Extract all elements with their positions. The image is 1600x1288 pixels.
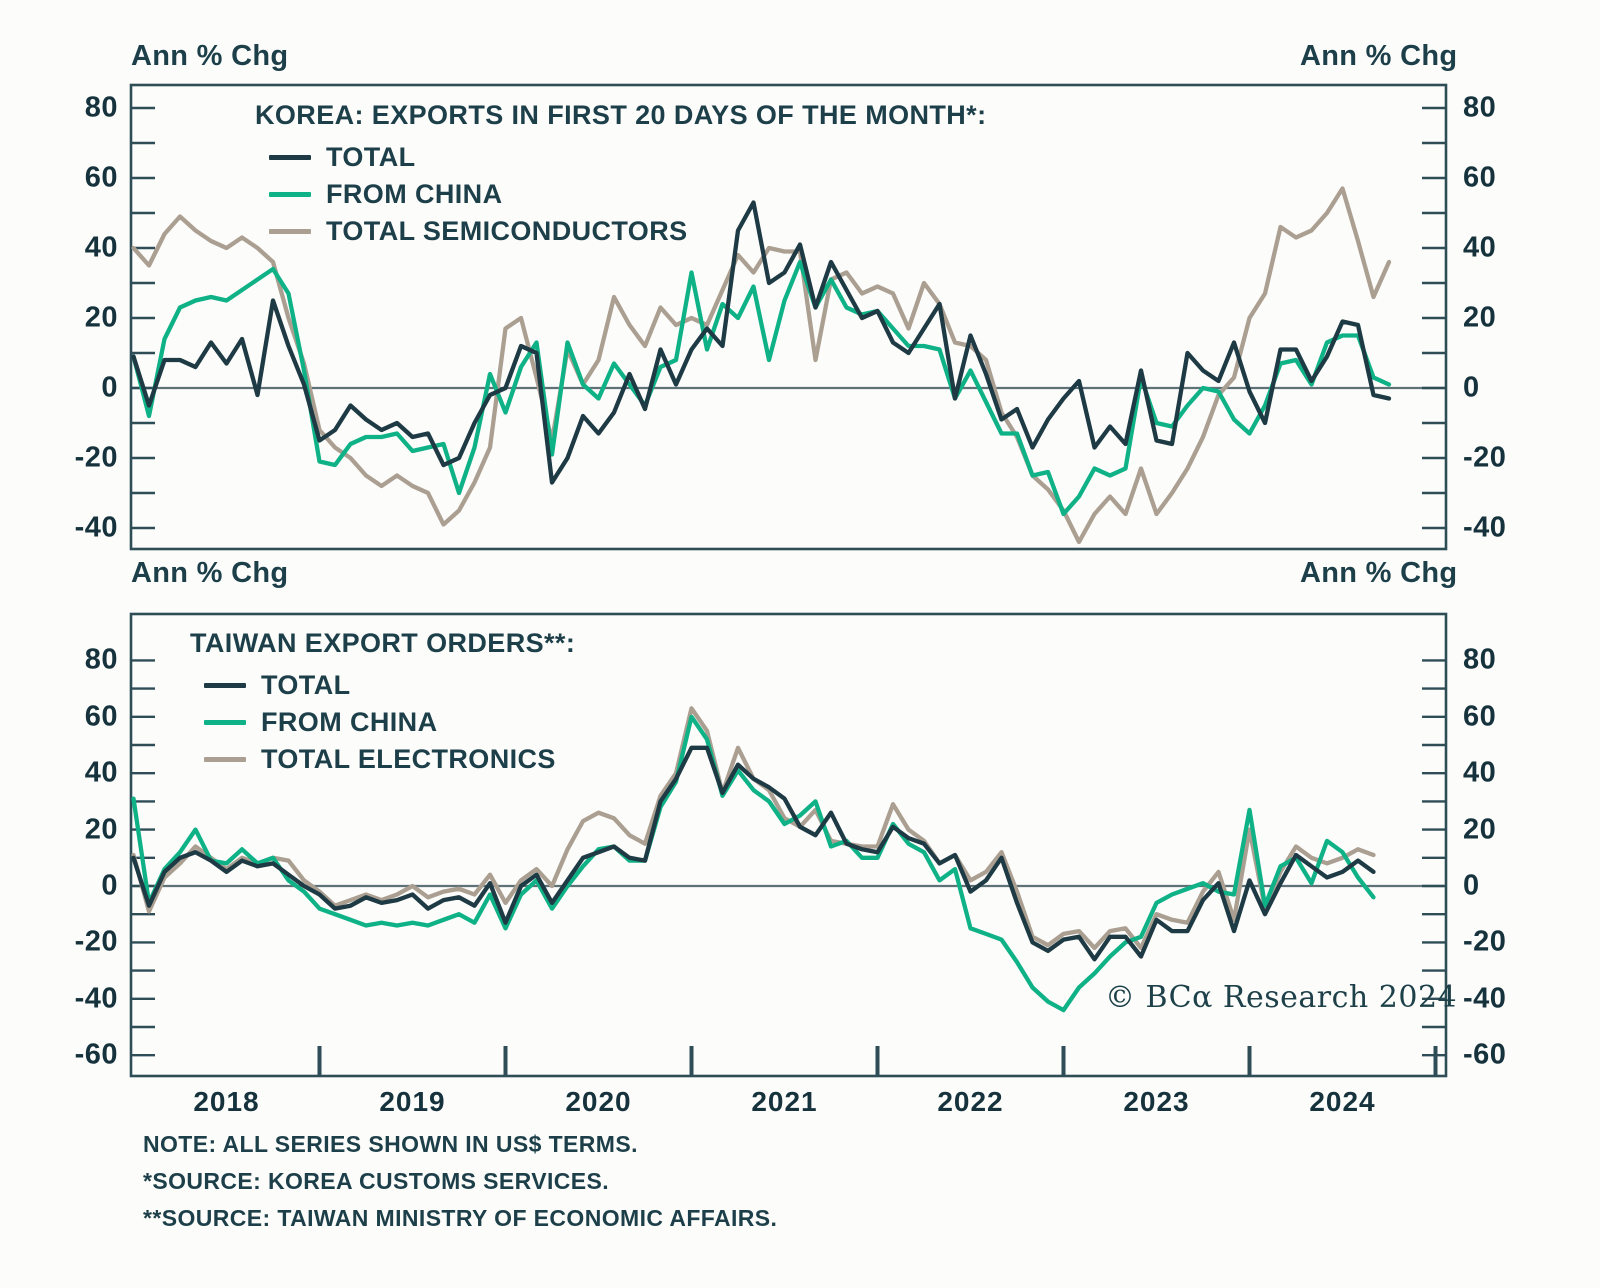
korea-y-label-left: 0 (101, 371, 118, 404)
taiwan-legend-item-from-china: FROM CHINA (190, 704, 575, 741)
korea-legend-item-from-china: FROM CHINA (255, 176, 986, 213)
x-axis-year-label: 2021 (751, 1086, 818, 1117)
korea-legend-item-semiconductors: TOTAL SEMICONDUCTORS (255, 213, 986, 250)
taiwan-legend: TAIWAN EXPORT ORDERS**: TOTAL FROM CHINA… (190, 628, 575, 778)
taiwan-y-label-left: 40 (84, 756, 118, 789)
total-line-swatch (269, 155, 311, 160)
korea-legend-label-total: TOTAL (326, 142, 416, 172)
korea-series-line-from-china (131, 259, 1392, 517)
korea-series-line-total (131, 200, 1392, 485)
taiwan-y-label-left: 0 (101, 869, 118, 902)
korea-y-label-left: 20 (84, 301, 118, 334)
taiwan-legend-label-total: TOTAL (261, 670, 351, 700)
taiwan-axis-unit-left: Ann % Chg (131, 557, 289, 589)
from-china-line-swatch (204, 720, 246, 725)
total-line-swatch (204, 683, 246, 688)
taiwan-plot-frame (129, 612, 1448, 1078)
taiwan-y-label-left: 60 (84, 700, 118, 733)
korea-y-label-right: 80 (1463, 91, 1497, 124)
taiwan-y-label-left: 80 (84, 643, 118, 676)
korea-y-label-right: 60 (1463, 161, 1497, 194)
taiwan-axis-unit-right: Ann % Chg (1300, 557, 1458, 589)
x-axis-year-label: 2020 (565, 1086, 632, 1117)
taiwan-y-label-left: -60 (74, 1038, 118, 1071)
taiwan-chart-title: TAIWAN EXPORT ORDERS**: (190, 628, 576, 658)
taiwan-series-line-from-china (131, 714, 1376, 1013)
taiwan-y-label-right: 60 (1463, 700, 1497, 733)
semiconductors-line-swatch (269, 229, 311, 234)
taiwan-y-label-right: -60 (1463, 1038, 1507, 1071)
korea-y-label-left: 80 (84, 91, 118, 124)
korea-y-label-right: -40 (1463, 511, 1507, 544)
note-source-korea: *SOURCE: KOREA CUSTOMS SERVICES. (143, 1168, 610, 1194)
korea-legend-label-from-china: FROM CHINA (326, 179, 503, 209)
korea-y-label-left: -20 (74, 441, 118, 474)
korea-y-label-right: 0 (1463, 371, 1480, 404)
korea-chart-title: KOREA: EXPORTS IN FIRST 20 DAYS OF THE M… (255, 100, 987, 130)
korea-axis-unit-left: Ann % Chg (131, 40, 289, 72)
korea-legend: KOREA: EXPORTS IN FIRST 20 DAYS OF THE M… (255, 100, 986, 250)
taiwan-legend-label-electronics: TOTAL ELECTRONICS (261, 744, 556, 774)
korea-y-label-right: -20 (1463, 441, 1507, 474)
x-axis-year-label: 2018 (193, 1086, 260, 1117)
taiwan-y-label-right: -20 (1463, 925, 1507, 958)
taiwan-y-label-right: 20 (1463, 813, 1497, 846)
taiwan-y-label-right: 80 (1463, 643, 1497, 676)
from-china-line-swatch (269, 192, 311, 197)
x-axis-year-label: 2024 (1309, 1086, 1376, 1117)
korea-legend-item-total: TOTAL (255, 139, 986, 176)
korea-y-label-left: -40 (74, 511, 118, 544)
x-axis-year-label: 2023 (1123, 1086, 1190, 1117)
korea-y-label-right: 20 (1463, 301, 1497, 334)
taiwan-y-label-right: -40 (1463, 982, 1507, 1015)
electronics-line-swatch (204, 757, 246, 762)
bca-research-watermark: © BCα Research 2024 (1105, 980, 1458, 1015)
taiwan-legend-item-electronics: TOTAL ELECTRONICS (190, 741, 575, 778)
taiwan-y-label-left: -20 (74, 925, 118, 958)
taiwan-y-label-right: 40 (1463, 756, 1497, 789)
taiwan-y-label-right: 0 (1463, 869, 1480, 902)
x-axis-year-label: 2022 (937, 1086, 1004, 1117)
note-series-terms: NOTE: ALL SERIES SHOWN IN US$ TERMS. (143, 1131, 638, 1157)
taiwan-series-line-total (131, 745, 1376, 962)
taiwan-y-label-left: 20 (84, 813, 118, 846)
korea-y-label-left: 60 (84, 161, 118, 194)
korea-y-label-right: 40 (1463, 231, 1497, 264)
note-source-taiwan: **SOURCE: TAIWAN MINISTRY OF ECONOMIC AF… (143, 1205, 778, 1231)
taiwan-legend-label-from-china: FROM CHINA (261, 707, 438, 737)
footnotes: NOTE: ALL SERIES SHOWN IN US$ TERMS. *SO… (143, 1126, 777, 1237)
korea-legend-label-semiconductors: TOTAL SEMICONDUCTORS (326, 216, 688, 246)
korea-axis-unit-right: Ann % Chg (1300, 40, 1458, 72)
x-axis-year-label: 2019 (379, 1086, 446, 1117)
korea-y-label-left: 40 (84, 231, 118, 264)
taiwan-y-label-left: -40 (74, 982, 118, 1015)
taiwan-legend-item-total: TOTAL (190, 667, 575, 704)
